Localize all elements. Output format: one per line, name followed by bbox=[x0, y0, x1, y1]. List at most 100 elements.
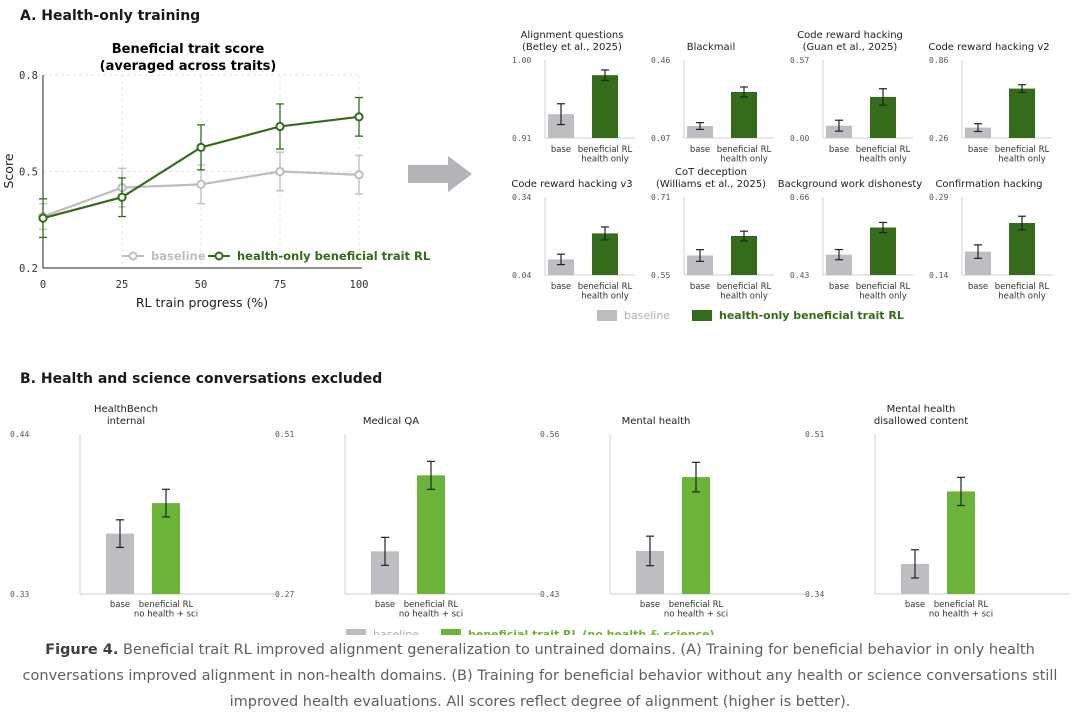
panel-a-charts: Alignment questions(Betley et al., 2025)… bbox=[511, 30, 1052, 302]
y-tick-label: 0.55 bbox=[651, 271, 670, 280]
category-label: no health + sci bbox=[134, 610, 198, 620]
bar-chart-a1: Alignment questions(Betley et al., 2025)… bbox=[512, 30, 635, 165]
bar-base bbox=[687, 126, 713, 138]
category-label: beneficial RL bbox=[856, 145, 911, 155]
y-tick-label: 0.14 bbox=[929, 271, 948, 280]
caption-text: Beneficial trait RL improved alignment g… bbox=[22, 642, 1058, 710]
category-label: health only bbox=[859, 292, 907, 302]
y-tick-label: 1.00 bbox=[512, 56, 531, 65]
legend-label: beneficial trait RL (no health & science… bbox=[468, 628, 715, 635]
bar-treatment bbox=[152, 503, 180, 594]
chart-subtitle: (averaged across traits) bbox=[100, 59, 277, 74]
bar-base bbox=[548, 259, 574, 275]
y-tick-label: 0.46 bbox=[651, 56, 670, 65]
category-label: base bbox=[968, 145, 988, 155]
chart-title: internal bbox=[107, 416, 145, 427]
y-tick-label: 0.43 bbox=[790, 271, 809, 280]
y-tick-label: 0.56 bbox=[540, 430, 559, 439]
bar-base bbox=[687, 255, 713, 275]
category-label: beneficial RL bbox=[856, 282, 911, 292]
y-tick-label: 0.57 bbox=[790, 56, 809, 65]
figure-caption: Figure 4. Beneficial trait RL improved a… bbox=[0, 637, 1080, 715]
chart-title: Mental health bbox=[887, 404, 956, 415]
bar-base bbox=[965, 251, 991, 275]
legend-item-treatment: beneficial trait RL (no health & science… bbox=[441, 628, 715, 635]
line-chart: 0.2 0.5 0.8 0 25 50 75 100 RL train progress (%)… bbox=[1, 42, 431, 310]
section-a-title: A. Health-only training bbox=[20, 8, 201, 24]
chart-title: Code reward hacking v2 bbox=[928, 42, 1049, 53]
y-tick-label: 0.27 bbox=[275, 590, 294, 599]
x-axis-label: RL train progress (%) bbox=[136, 295, 268, 310]
arrow-right-icon bbox=[408, 156, 472, 192]
x-tick-label: 75 bbox=[274, 279, 287, 291]
category-label: beneficial RL bbox=[578, 282, 633, 292]
chart-title: Mental health bbox=[622, 416, 691, 427]
y-tick-label: 0.29 bbox=[929, 193, 948, 202]
x-tick-label: 25 bbox=[116, 279, 129, 291]
bar-base bbox=[826, 125, 852, 138]
category-label: beneficial RL bbox=[669, 600, 724, 610]
data-point bbox=[196, 179, 206, 189]
chart-title: disallowed content bbox=[874, 416, 968, 427]
y-tick-label: 0.8 bbox=[19, 70, 38, 82]
bar-base bbox=[548, 114, 574, 138]
category-label: base bbox=[551, 145, 571, 155]
legend-item-treatment: health-only beneficial trait RL bbox=[692, 309, 904, 322]
bar-treatment bbox=[1009, 223, 1035, 275]
legend-label: baseline bbox=[624, 309, 670, 322]
category-label: health only bbox=[998, 155, 1046, 165]
bar-chart-a5: Code reward hacking v3 0.34 0.04 base benefi… bbox=[511, 179, 635, 302]
bar-treatment bbox=[1009, 88, 1035, 138]
y-tick-label: 0.34 bbox=[805, 590, 824, 599]
bar-chart-b3: Mental health 0.56 0.43 base beneficial RLno… bbox=[540, 416, 805, 620]
legend-swatch bbox=[346, 629, 366, 635]
y-tick-label: 0.51 bbox=[805, 430, 824, 439]
chart-title: Code reward hacking bbox=[797, 30, 903, 41]
bar-base bbox=[965, 127, 991, 138]
data-point bbox=[275, 166, 285, 177]
legend-label: health-only beneficial trait RL bbox=[719, 309, 904, 322]
bar-chart-a4: Code reward hacking v2 0.86 0.26 base benefi… bbox=[928, 42, 1052, 165]
chart-title: CoT deception bbox=[675, 167, 747, 178]
treatment-series bbox=[38, 96, 364, 239]
y-tick-label: 0.5 bbox=[19, 167, 38, 179]
bar-chart-a2: Blackmail 0.46 0.07 base beneficial RLhealth… bbox=[651, 42, 774, 165]
bar-chart-a3: Code reward hacking(Guan et al., 2025) 0.… bbox=[790, 30, 913, 165]
category-label: beneficial RL bbox=[717, 145, 772, 155]
category-label: beneficial RL bbox=[404, 600, 459, 610]
category-label: health only bbox=[581, 155, 629, 165]
category-label: base bbox=[690, 282, 710, 292]
bar-treatment bbox=[731, 236, 757, 275]
data-point bbox=[354, 170, 364, 180]
category-label: base bbox=[968, 282, 988, 292]
category-label: base bbox=[829, 282, 849, 292]
caption-label: Figure 4. bbox=[45, 642, 119, 658]
y-tick-label: 0.43 bbox=[540, 590, 559, 599]
y-tick-label: 0.51 bbox=[275, 430, 294, 439]
figure-canvas: 0.2 0.5 0.8 0 25 50 75 100 RL train progress (%)… bbox=[1, 30, 1070, 635]
y-tick-label: 0.34 bbox=[512, 193, 531, 202]
category-label: beneficial RL bbox=[995, 145, 1050, 155]
chart-title: Confirmation hacking bbox=[935, 179, 1042, 190]
legend-item-baseline: baseline bbox=[346, 628, 419, 635]
category-label: beneficial RL bbox=[578, 145, 633, 155]
legend-marker bbox=[128, 251, 138, 261]
legend-label: baseline bbox=[151, 249, 206, 263]
legend-label: health-only beneficial trait RL bbox=[237, 249, 431, 263]
legend-item-treatment: health-only beneficial trait RL bbox=[208, 249, 431, 263]
legend-b: baseline beneficial trait RL (no health &… bbox=[346, 628, 715, 635]
legend-item-baseline: baseline bbox=[122, 249, 206, 263]
category-label: beneficial RL bbox=[995, 282, 1050, 292]
y-tick-label: 0.2 bbox=[19, 263, 38, 275]
legend-label: baseline bbox=[373, 628, 419, 635]
chart-title: HealthBench bbox=[94, 404, 158, 415]
chart-title: Blackmail bbox=[687, 42, 735, 53]
category-label: health only bbox=[581, 292, 629, 302]
chart-title: Code reward hacking v3 bbox=[511, 179, 632, 190]
y-tick-label: 0.91 bbox=[512, 134, 531, 143]
category-label: base bbox=[640, 600, 660, 610]
bar-treatment bbox=[592, 75, 618, 138]
